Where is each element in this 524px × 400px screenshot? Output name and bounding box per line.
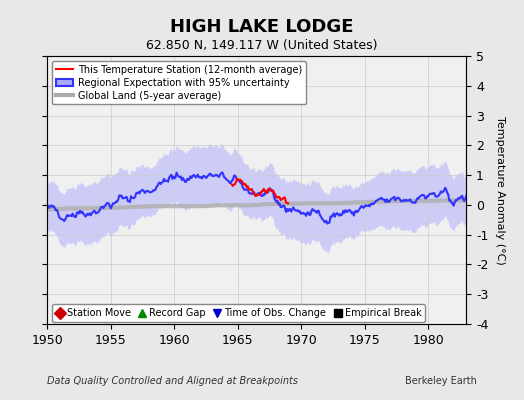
Text: 62.850 N, 149.117 W (United States): 62.850 N, 149.117 W (United States) [146,39,378,52]
Text: Data Quality Controlled and Aligned at Breakpoints: Data Quality Controlled and Aligned at B… [47,376,298,386]
Legend: Station Move, Record Gap, Time of Obs. Change, Empirical Break: Station Move, Record Gap, Time of Obs. C… [52,304,425,322]
Text: Berkeley Earth: Berkeley Earth [405,376,477,386]
Text: HIGH LAKE LODGE: HIGH LAKE LODGE [170,18,354,36]
Y-axis label: Temperature Anomaly (°C): Temperature Anomaly (°C) [495,116,505,264]
